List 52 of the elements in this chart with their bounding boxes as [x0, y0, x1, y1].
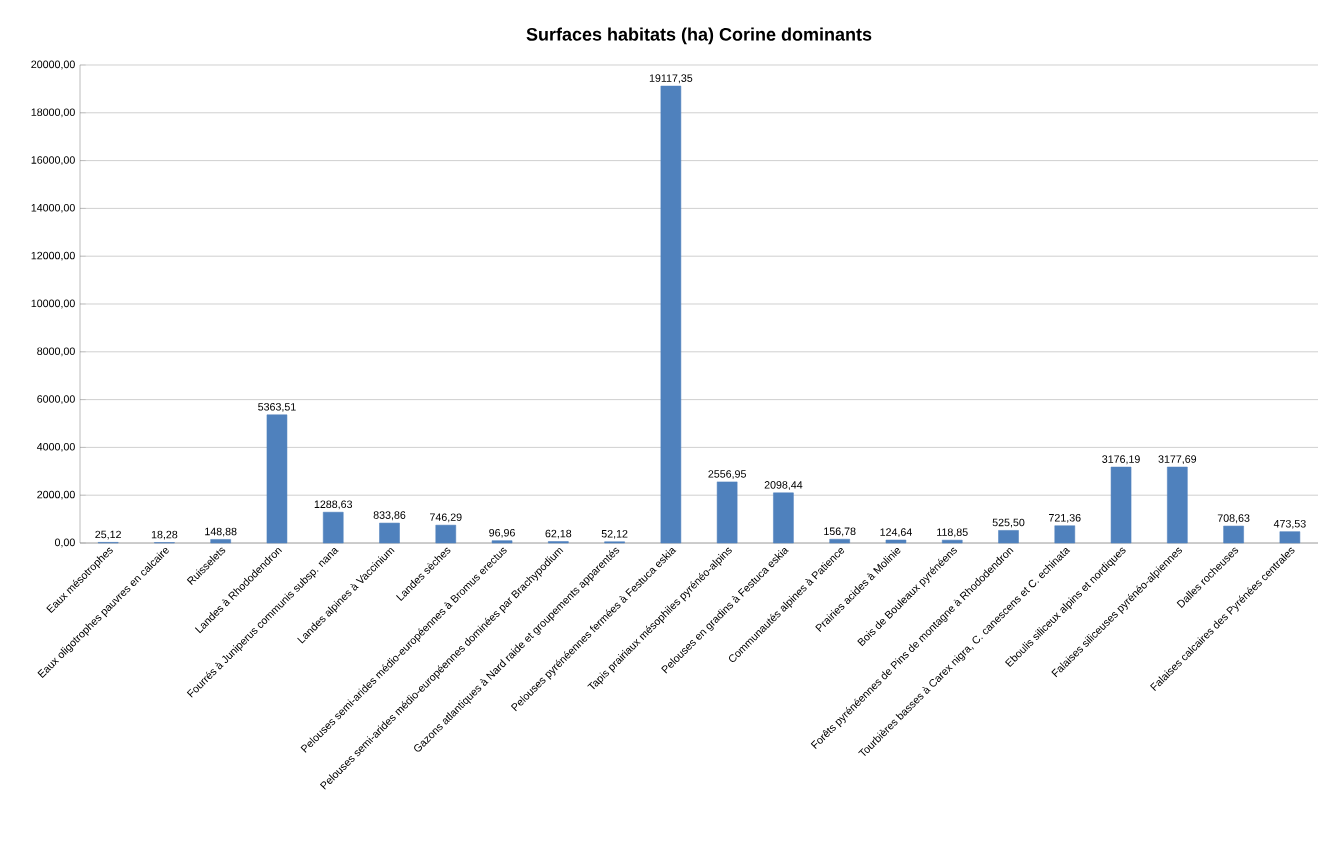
bar — [1110, 466, 1132, 544]
data-label: 148,88 — [205, 527, 237, 537]
bar — [435, 524, 457, 544]
bar — [322, 511, 344, 544]
data-label: 62,18 — [545, 529, 572, 539]
data-label: 833,86 — [373, 511, 406, 521]
chart-title: Surfaces habitats (ha) Corine dominants — [526, 27, 872, 45]
y-tick-label: 12000,00 — [31, 251, 75, 261]
bar — [660, 85, 682, 544]
bar — [1167, 466, 1188, 544]
y-tick-label: 6000,00 — [37, 395, 75, 404]
data-label: 473,53 — [1273, 519, 1306, 529]
data-label: 1288,63 — [314, 500, 353, 510]
y-tick-label: 2000,00 — [37, 490, 75, 500]
bar — [1223, 525, 1244, 544]
bar — [829, 538, 850, 544]
y-tick-label: 14000,00 — [31, 204, 75, 213]
data-label: 2098,44 — [764, 481, 803, 490]
bar — [998, 530, 1019, 544]
bar — [266, 414, 288, 544]
y-tick-label: 18000,00 — [31, 108, 75, 118]
bar — [773, 492, 794, 544]
bar — [1279, 531, 1301, 544]
y-tick-label: 16000,00 — [31, 156, 75, 165]
bar — [379, 522, 400, 544]
data-label: 2556,95 — [708, 470, 746, 479]
data-label: 525,50 — [992, 518, 1025, 528]
data-label: 96,96 — [489, 528, 515, 538]
data-label: 3177,69 — [1158, 455, 1197, 465]
data-label: 3176,19 — [1102, 455, 1140, 465]
y-tick-label: 10000,00 — [31, 299, 75, 309]
bar — [491, 540, 513, 544]
y-tick-label: 20000,00 — [31, 60, 75, 70]
data-label: 5363,51 — [258, 403, 296, 412]
bar — [716, 481, 738, 544]
bar — [941, 539, 963, 544]
data-label: 52,12 — [601, 530, 628, 539]
data-label: 746,29 — [430, 513, 462, 523]
data-label: 721,36 — [1049, 514, 1081, 523]
data-label: 124,64 — [880, 528, 912, 538]
data-label: 118,85 — [937, 528, 968, 538]
bar — [210, 539, 231, 544]
data-label: 708,63 — [1217, 514, 1250, 524]
bar — [1054, 525, 1076, 544]
data-label: 18,28 — [151, 530, 178, 540]
bar — [885, 539, 907, 544]
data-label: 156,78 — [824, 527, 856, 537]
y-tick-label: 4000,00 — [36, 443, 75, 452]
data-label: 25,12 — [95, 530, 121, 540]
data-label: 19117,35 — [649, 74, 693, 84]
y-tick-label: 0,00 — [54, 538, 75, 548]
y-tick-label: 8000,00 — [37, 347, 75, 357]
